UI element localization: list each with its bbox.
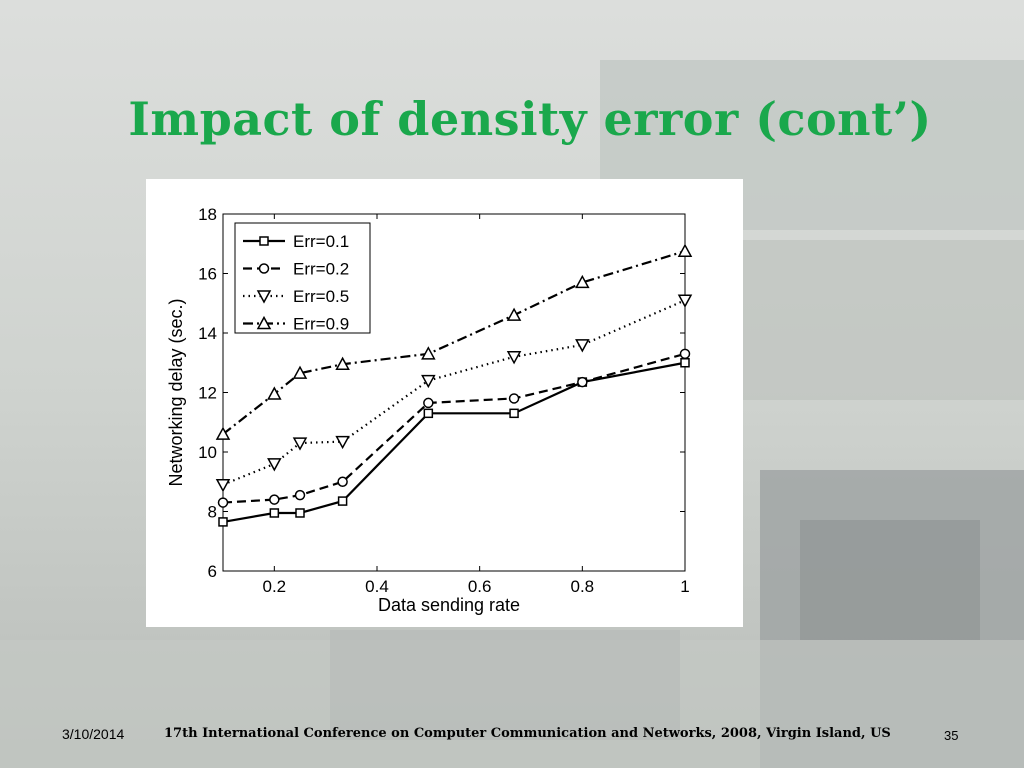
y-axis-label: Networking delay (sec.)	[166, 298, 186, 486]
legend-label: Err=0.1	[293, 232, 349, 251]
legend-marker	[259, 236, 269, 246]
x-tick-label: 0.8	[571, 577, 595, 596]
legend-marker	[256, 315, 272, 330]
data-point-series-3	[575, 339, 590, 353]
legend-label: Err=0.5	[293, 287, 349, 306]
legend-label: Err=0.2	[293, 260, 349, 279]
x-tick-label: 0.4	[365, 577, 389, 596]
data-point-series-2	[423, 397, 434, 409]
data-point-series-1	[509, 408, 519, 419]
data-point-series-3	[215, 478, 231, 493]
y-tick-label: 12	[198, 384, 217, 403]
y-tick-label: 16	[198, 265, 217, 284]
data-point-series-4	[215, 426, 231, 440]
data-point-series-2	[269, 494, 280, 505]
chart-panel: 6 8 10 12 14 16 18 0.2 0.4 0.6 0.8 1 Data sending ra…	[146, 179, 743, 627]
data-point-series-1	[295, 508, 305, 518]
data-point-series-3	[506, 351, 522, 365]
data-point-series-2	[294, 489, 306, 501]
y-tick-label: 6	[208, 562, 217, 581]
data-point-series-4	[677, 243, 693, 257]
page-number: 35	[944, 728, 959, 743]
y-tick-label: 18	[198, 205, 217, 224]
y-tick-label: 14	[198, 324, 217, 343]
footer-conference: 17th International Conference on Compute…	[164, 726, 891, 741]
data-point-series-3	[267, 458, 282, 472]
series-line-2	[222, 352, 686, 504]
data-point-series-3	[677, 294, 693, 308]
legend-marker	[256, 290, 272, 304]
legend-label: Err=0.9	[293, 315, 349, 334]
data-point-series-2	[508, 393, 520, 404]
slide-title: Impact of density error (cont’)	[128, 92, 932, 146]
y-tick-label: 10	[198, 443, 217, 462]
data-point-series-4	[506, 307, 522, 321]
series-line-4	[222, 250, 686, 436]
data-point-series-1	[269, 508, 280, 518]
legend-marker	[258, 263, 270, 274]
footer-date: 3/10/2014	[62, 726, 125, 742]
x-tick-label: 0.2	[263, 577, 287, 596]
x-tick-label: 1	[680, 577, 689, 596]
data-point-series-2	[679, 348, 691, 360]
data-point-series-1	[680, 358, 690, 368]
data-point-series-2	[577, 376, 588, 388]
data-point-series-4	[575, 274, 590, 289]
data-point-series-3	[421, 374, 436, 389]
data-point-series-4	[292, 365, 308, 379]
data-point-series-3	[335, 435, 350, 450]
data-point-series-4	[421, 346, 436, 360]
data-point-series-4	[335, 356, 350, 370]
data-point-series-1	[218, 517, 228, 527]
data-point-series-1	[337, 496, 348, 506]
data-point-series-4	[267, 386, 282, 400]
data-point-series-2	[337, 476, 348, 487]
x-tick-label: 0.6	[468, 577, 492, 596]
line-chart: 6 8 10 12 14 16 18 0.2 0.4 0.6 0.8 1 Data sending ra…	[166, 205, 693, 615]
series-line-1	[222, 361, 686, 523]
data-point-series-1	[423, 408, 434, 419]
data-point-series-2	[217, 497, 229, 508]
y-tick-label: 8	[208, 503, 217, 522]
x-axis-label: Data sending rate	[378, 595, 520, 615]
data-point-series-3	[292, 437, 308, 451]
